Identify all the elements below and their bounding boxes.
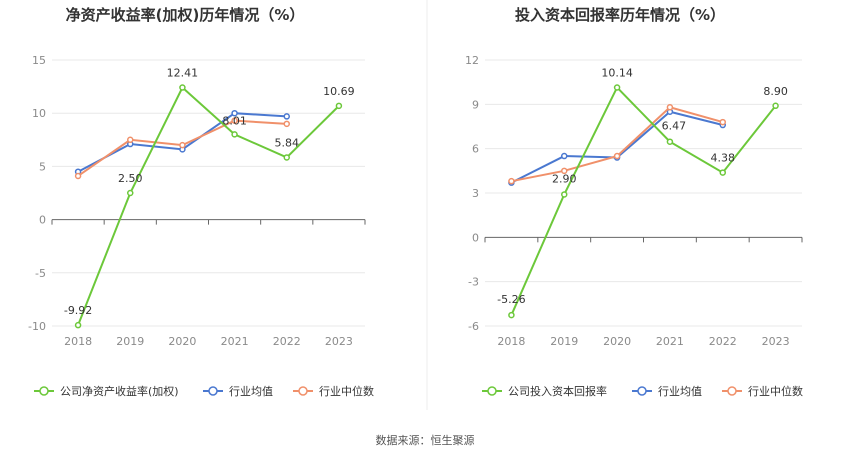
data-point (719, 169, 726, 176)
x-tick-label: 2022 (273, 335, 301, 348)
chart-panel-1: 净资产收益率(加权)历年情况（%） -10 -5 0 5 10 15 2018 2019 2020… (28, 6, 374, 398)
data-label: 4.38 (711, 152, 736, 165)
x-tick-label: 2021 (656, 335, 684, 348)
legend-marker (487, 386, 497, 396)
data-point (283, 154, 290, 161)
x-tick-label: 2020 (168, 335, 196, 348)
legend-label: 行业中位数 (319, 384, 374, 398)
data-point (179, 141, 186, 149)
y-tick-label: 6 (472, 143, 479, 156)
data-label: 2.50 (118, 172, 143, 185)
y-tick-label: 12 (465, 54, 479, 67)
x-tick-label: 2019 (116, 335, 144, 348)
chart-panel-2: 投入资本回报率历年情况（%） -6 -3 0 3 6 9 12 2018 2019 2020 2021… (465, 6, 803, 398)
y-tick-label: 5 (39, 160, 46, 173)
data-point (508, 177, 515, 185)
data-point (666, 138, 674, 145)
legend-marker (208, 386, 218, 396)
data-point (719, 118, 726, 126)
data-point (74, 321, 82, 329)
legend-marker (39, 386, 49, 396)
data-point (127, 189, 134, 197)
data-point (179, 84, 186, 91)
data-point (508, 311, 515, 319)
y-tick-label: 3 (472, 187, 479, 200)
data-label: 12.41 (167, 67, 199, 80)
data-point (666, 104, 674, 111)
source-note: 数据来源：恒生聚源 (376, 433, 475, 447)
chart-title: 投入资本回报率历年情况（%） (515, 6, 725, 24)
series-line (77, 85, 340, 326)
data-point (231, 117, 238, 124)
y-tick-label: -6 (468, 320, 479, 333)
y-tick-label: -10 (28, 320, 46, 333)
data-label: 8.01 (222, 114, 247, 127)
legend-label: 行业均值 (229, 385, 273, 398)
data-label: 10.69 (323, 85, 355, 98)
y-tick-label: 0 (472, 231, 479, 244)
data-label: -5.26 (497, 293, 525, 306)
data-label: 2.90 (552, 172, 577, 185)
data-point (561, 191, 568, 198)
y-tick-label: 15 (32, 54, 46, 67)
x-tick-label: 2018 (64, 335, 92, 348)
legend-label: 行业中位数 (748, 384, 803, 398)
data-point (335, 102, 343, 110)
data-label: 8.90 (763, 85, 788, 98)
x-tick-label: 2021 (221, 335, 249, 348)
data-point (772, 102, 779, 110)
data-point (613, 152, 621, 160)
series-line (510, 110, 723, 184)
data-point (231, 131, 238, 138)
data-label: 10.14 (601, 66, 633, 79)
data-point (561, 152, 568, 160)
data-point (74, 172, 82, 180)
x-tick-label: 2020 (603, 335, 631, 348)
data-label: -9.92 (64, 304, 92, 317)
legend-marker (298, 386, 308, 396)
data-point (283, 113, 290, 120)
series-line (510, 85, 777, 316)
data-label: 6.47 (662, 120, 687, 133)
series-line (511, 106, 724, 183)
legend-label: 公司净资产收益率(加权) (60, 384, 179, 398)
data-point (561, 167, 568, 175)
x-tick-label: 2018 (497, 335, 525, 348)
data-point (613, 84, 621, 91)
data-point (231, 109, 238, 117)
y-tick-label: -3 (468, 276, 479, 289)
x-tick-label: 2023 (325, 335, 353, 348)
y-tick-label: 0 (39, 214, 46, 227)
y-tick-label: 9 (472, 98, 479, 111)
legend-marker (727, 386, 737, 396)
data-label: 5.84 (275, 136, 300, 149)
legend-label: 行业均值 (658, 385, 702, 398)
x-tick-label: 2019 (550, 335, 578, 348)
data-point (127, 136, 134, 144)
y-tick-label: 10 (32, 107, 46, 120)
data-point (283, 120, 290, 128)
legend-marker (637, 386, 647, 396)
legend-label: 公司投入资本回报率 (508, 384, 607, 398)
y-tick-label: -5 (35, 267, 46, 280)
x-tick-label: 2023 (762, 335, 790, 348)
x-tick-label: 2022 (709, 335, 737, 348)
chart-title: 净资产收益率(加权)历年情况（%） (66, 6, 305, 24)
